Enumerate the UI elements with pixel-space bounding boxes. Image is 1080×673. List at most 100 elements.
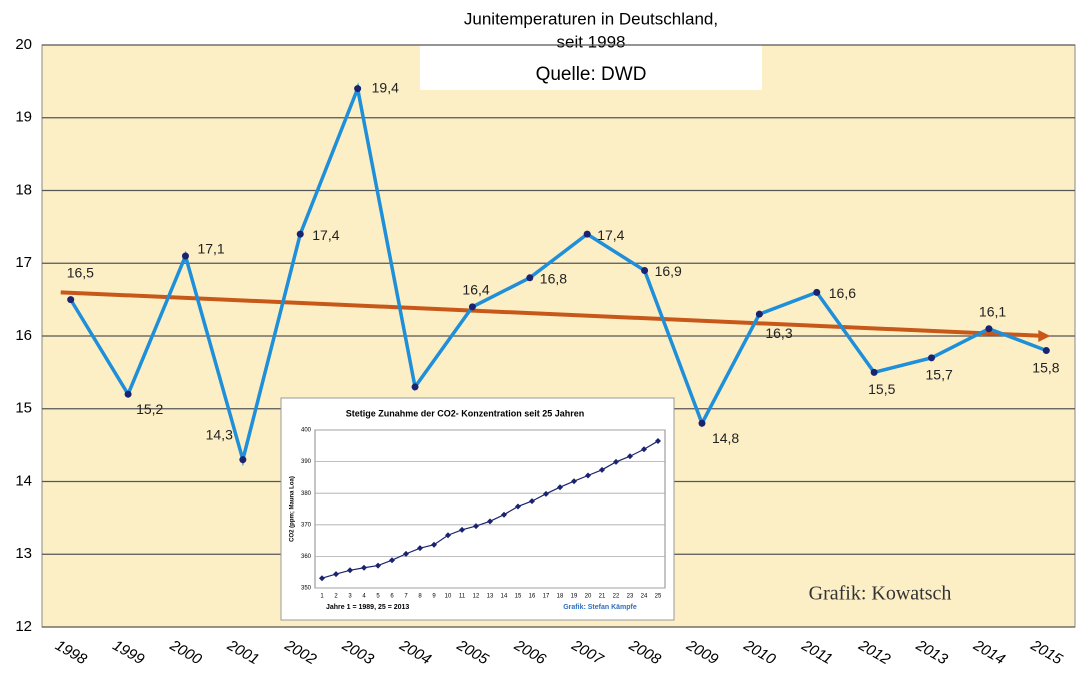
data-point [124,390,132,398]
x-tick-label: 15 [515,594,522,600]
data-label: 15,2 [136,401,163,417]
data-point [613,458,619,465]
x-tick-label: 25 [655,594,662,600]
credit: Grafik: Kowatsch [809,583,952,605]
title-box [420,4,762,90]
data-label: 16,8 [540,271,567,287]
x-tick-label: 2009 [683,636,722,668]
y-tick-label: 20 [15,36,32,53]
data-point [181,252,189,260]
y-tick-label: 350 [301,586,312,592]
x-tick-label: 14 [501,594,508,600]
y-tick-label: 13 [15,545,32,562]
data-point [239,456,247,464]
data-point [1042,347,1050,355]
x-tick-label: 2002 [281,636,320,668]
x-tick-label: 2012 [855,636,894,668]
x-tick-label: 2004 [396,636,434,668]
data-label: 16,1 [979,303,1006,319]
x-tick-label: 2 [334,594,338,600]
data-point [698,419,706,427]
x-tick-label: 5 [376,594,380,600]
x-tick-label: 22 [613,594,620,600]
x-tick-label: 2014 [970,636,1008,668]
data-point [985,325,993,333]
x-tick-label: 2007 [568,636,607,668]
data-point [627,453,633,460]
x-tick-label: 2000 [166,636,205,668]
x-tick-label: 8 [418,594,422,600]
data-point [529,498,535,505]
inset-note: Jahre 1 = 1989, 25 = 2013 [326,604,409,611]
x-tick-label: 6 [390,594,394,600]
data-point [641,267,649,275]
y-tick-label: 15 [15,400,32,417]
y-tick-label: 16 [15,327,32,344]
data-point [361,564,367,571]
x-tick-label: 19 [571,594,578,600]
data-label: 15,8 [1032,359,1059,375]
x-tick-label: 2006 [511,636,550,668]
x-tick-label: 2003 [338,636,377,668]
x-tick-label: 1999 [110,637,148,669]
y-tick-label: 360 [301,554,312,560]
y-tick-label: 19 [15,109,32,126]
data-point [354,85,362,93]
data-label: 16,9 [655,263,682,279]
data-point [583,230,591,238]
x-tick-label: 2001 [224,636,262,668]
x-tick-label: 18 [557,594,564,600]
x-tick-label: 10 [445,594,452,600]
data-point [501,511,507,518]
x-tick-label: 2015 [1027,636,1066,668]
data-point [599,466,605,473]
x-tick-label: 2008 [625,636,664,668]
y-tick-label: 380 [301,491,312,497]
x-tick-label: 9 [432,594,436,600]
data-point [571,478,577,485]
inset-y-label: CO2 (ppm; Mauna Loa) [290,476,296,542]
x-tick-label: 12 [473,594,480,600]
data-point [928,354,936,362]
data-point [870,368,878,376]
data-point [585,472,591,479]
data-label: 17,4 [312,227,339,243]
y-tick-label: 12 [15,618,32,635]
x-tick-label: 2011 [798,637,835,668]
data-point [557,484,563,491]
data-line [69,82,1047,467]
data-point [296,230,304,238]
x-tick-label: 11 [459,594,466,600]
data-label: 14,3 [206,426,233,442]
data-label: 15,7 [926,367,953,383]
data-label: 17,1 [197,241,224,257]
data-point [468,303,476,311]
inset-plot [314,429,666,589]
data-point [445,532,451,539]
x-tick-label: 2013 [912,636,951,668]
x-tick-label: 4 [362,594,366,600]
data-point [641,446,647,453]
chart-title: Junitemperaturen in Deutschland, [464,9,718,28]
data-point [526,274,534,282]
inset-credit: Grafik: Stefan Kämpfe [563,604,637,611]
x-tick-label: 17 [543,594,550,600]
x-tick-label: 7 [404,594,408,600]
x-tick-label: 21 [599,594,606,600]
x-tick-label: 23 [627,594,634,600]
y-tick-label: 370 [301,522,312,528]
x-tick-label: 1998 [52,637,90,669]
x-tick-label: 20 [585,594,592,600]
data-label: 16,3 [765,325,792,341]
data-point [431,541,437,548]
x-tick-label: 3 [348,594,352,600]
data-point [333,571,339,578]
x-tick-label: 2005 [453,636,492,668]
x-tick-label: 13 [487,594,494,600]
y-tick-label: 17 [15,254,32,271]
data-point [755,310,763,318]
data-point [411,383,419,391]
data-label: 16,6 [829,285,856,301]
data-label: 16,5 [67,264,94,280]
